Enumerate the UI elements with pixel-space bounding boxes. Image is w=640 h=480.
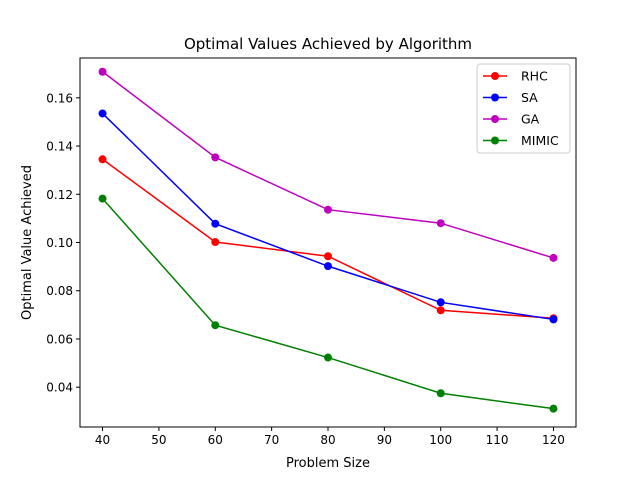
data-point-mimic bbox=[324, 353, 332, 362]
data-point-mimic bbox=[436, 389, 445, 398]
x-axis-label: Problem Size bbox=[286, 456, 370, 471]
legend-marker-sa bbox=[491, 93, 499, 102]
data-point-sa bbox=[211, 219, 220, 228]
data-point-rhc bbox=[436, 306, 445, 315]
y-axis-label: Optimal Value Achieved bbox=[20, 165, 35, 320]
legend: RHC SA GA MIMIC bbox=[476, 63, 571, 154]
x-tick-label: 110 bbox=[486, 433, 509, 447]
series-layer bbox=[98, 67, 558, 413]
x-tick-label: 40 bbox=[95, 433, 110, 447]
legend-box bbox=[476, 63, 571, 154]
data-point-ga bbox=[98, 67, 107, 76]
legend-label-sa: SA bbox=[521, 90, 538, 105]
data-point-mimic bbox=[549, 404, 558, 413]
legend-marker-ga bbox=[491, 115, 499, 123]
legend-entries: RHC SA GA MIMIC bbox=[483, 69, 559, 148]
data-point-rhc bbox=[324, 252, 332, 261]
data-point-rhc bbox=[98, 155, 107, 164]
x-tick-label: 90 bbox=[377, 433, 392, 447]
y-tick-label: 0.16 bbox=[46, 91, 73, 105]
x-tick-label: 50 bbox=[151, 433, 166, 447]
x-tick-label: 60 bbox=[208, 433, 223, 447]
data-point-sa bbox=[436, 298, 445, 307]
data-point-mimic bbox=[211, 321, 220, 330]
y-tick-label: 0.06 bbox=[46, 332, 73, 346]
legend-label-rhc: RHC bbox=[521, 69, 548, 84]
legend-label-ga: GA bbox=[521, 112, 540, 127]
data-point-sa bbox=[549, 315, 558, 324]
legend-marker-rhc bbox=[491, 72, 499, 80]
data-point-ga bbox=[324, 205, 332, 214]
data-point-ga bbox=[436, 219, 445, 228]
y-tick-label: 0.12 bbox=[46, 188, 73, 202]
legend-label-mimic: MIMIC bbox=[521, 133, 559, 148]
legend-marker-mimic bbox=[491, 136, 499, 145]
x-tick-label: 70 bbox=[264, 433, 279, 447]
y-tick-label: 0.10 bbox=[46, 236, 73, 250]
data-point-ga bbox=[549, 253, 558, 262]
data-point-sa bbox=[324, 262, 332, 271]
x-tick-label: 80 bbox=[320, 433, 335, 447]
x-axis-ticks: 40 50 60 70 80 90 100 110 120 bbox=[95, 427, 565, 447]
chart-title: Optimal Values Achieved by Algorithm bbox=[184, 35, 472, 53]
data-point-mimic bbox=[98, 194, 107, 203]
y-axis-ticks: 0.04 0.06 0.08 0.10 0.12 0.14 0.16 bbox=[46, 91, 80, 395]
data-point-ga bbox=[211, 153, 220, 162]
x-tick-label: 100 bbox=[429, 433, 452, 447]
data-point-rhc bbox=[211, 238, 220, 247]
data-point-sa bbox=[98, 109, 107, 118]
y-tick-label: 0.04 bbox=[46, 381, 73, 395]
y-tick-label: 0.08 bbox=[46, 284, 73, 298]
x-tick-label: 120 bbox=[542, 433, 565, 447]
y-tick-label: 0.14 bbox=[46, 140, 73, 154]
